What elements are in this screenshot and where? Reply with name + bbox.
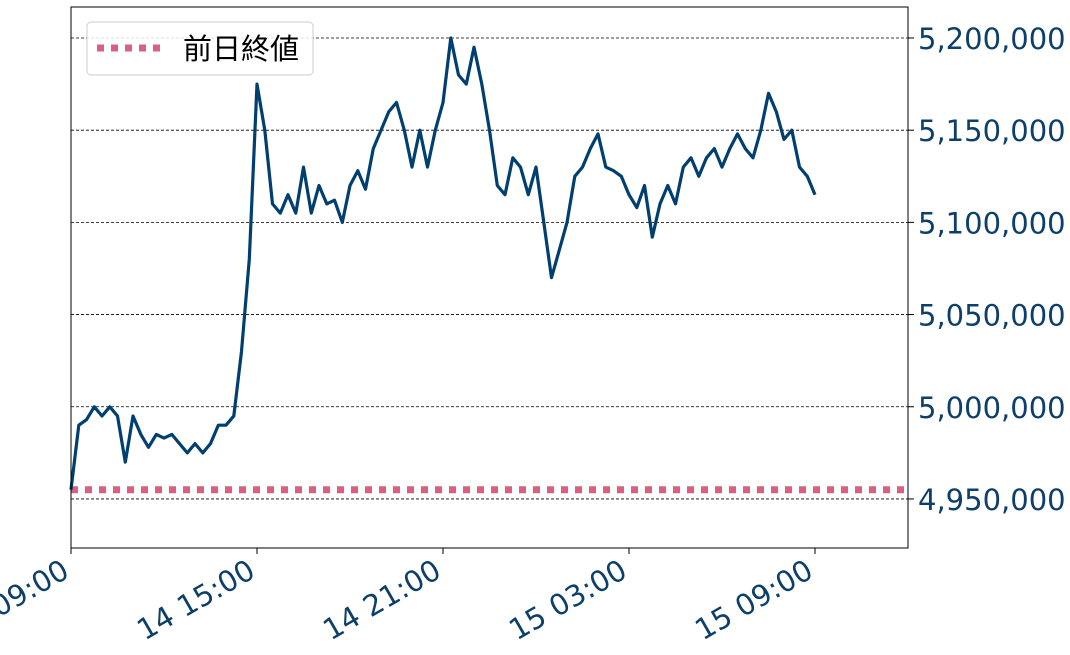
x-tick-label: 14 09:00 [0,553,75,647]
y-tick-label: 5,150,000 [918,114,1066,148]
plot-frame [70,6,909,549]
y-tick-label: 4,950,000 [918,483,1066,517]
price-line [69,36,817,490]
legend-box [86,21,314,76]
y-tick-label: 5,100,000 [918,206,1066,240]
legend-label: 前日終値 [183,32,299,66]
legend: 前日終値 [86,21,314,76]
x-tick-label: 15 09:00 [689,553,818,647]
y-tick-label: 5,200,000 [918,22,1066,56]
x-tick-label: 14 21:00 [317,553,446,647]
y-tick-label: 5,000,000 [918,391,1066,425]
y-tick-label: 5,050,000 [918,299,1066,333]
x-tick-label: 15 03:00 [503,553,632,647]
x-tick-label: 14 15:00 [131,553,260,647]
